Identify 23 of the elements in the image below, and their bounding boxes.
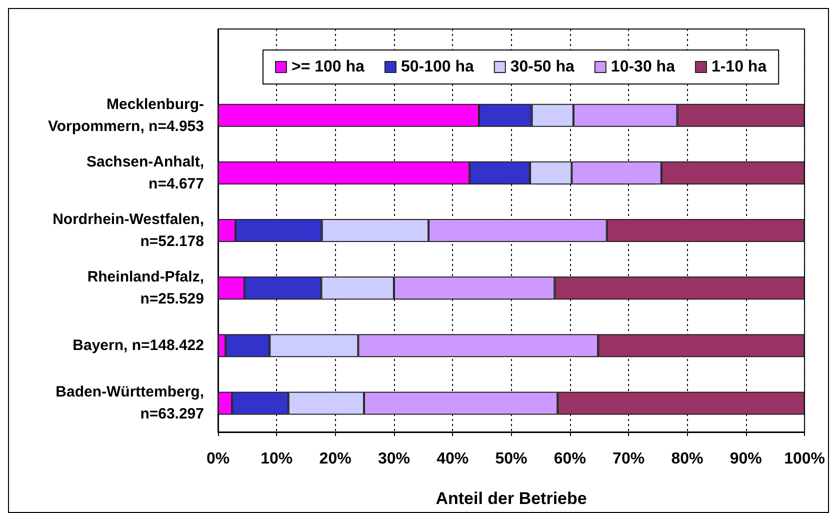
x-tick-label: 90%	[730, 450, 762, 468]
x-tick-label: 40%	[436, 450, 469, 468]
x-tick-label: 70%	[612, 450, 645, 468]
x-tick-label: 60%	[554, 450, 586, 468]
y-tick-label: Sachsen-Anhalt, n=4.677	[86, 153, 204, 192]
x-tick-label: 30%	[378, 450, 410, 468]
y-tick-label: Rheinland-Pfalz, n=25.529	[87, 268, 204, 308]
y-tick-label: Nordrhein-Westfalen, n=52.178	[52, 211, 204, 250]
y-tick-label: Mecklenburg- Vorpommern, n=4.953	[48, 96, 204, 135]
x-tick-label: 100%	[784, 450, 825, 468]
legend-label: 10-30 ha	[610, 58, 676, 76]
x-axis-title: Anteil der Betriebe	[436, 489, 587, 508]
y-tick-label: Baden-Württemberg, n=63.297	[56, 384, 204, 423]
x-tick-label: 20%	[319, 450, 352, 468]
x-tick-label: 0%	[206, 450, 230, 468]
legend-label: 30-50 ha	[510, 58, 575, 76]
y-tick-label: Bayern, n=148.422	[72, 337, 204, 354]
legend-label: 50-100 ha	[400, 58, 474, 76]
legend-label: 1-10 ha	[711, 58, 767, 76]
legend-label: >= 100 ha	[292, 58, 365, 76]
x-tick-label: 50%	[495, 450, 528, 468]
x-tick-label: 10%	[260, 450, 293, 468]
x-tick-label: 80%	[671, 450, 704, 468]
